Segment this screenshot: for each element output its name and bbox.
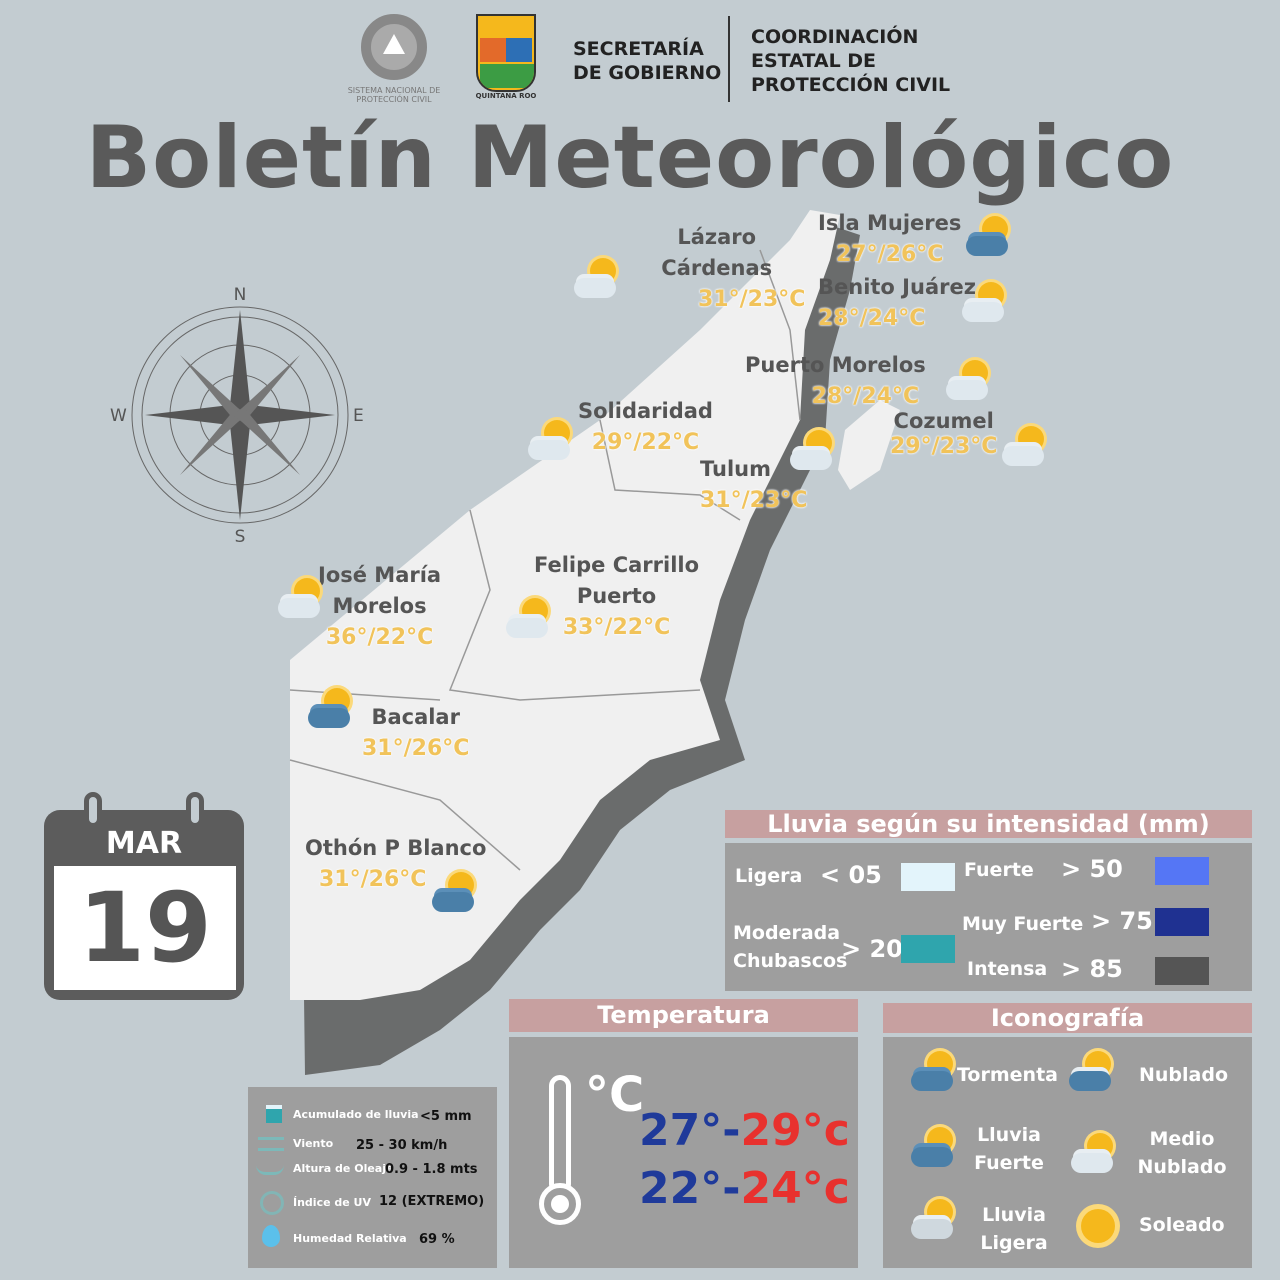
- wind-icon: [258, 1137, 284, 1151]
- swatch-intensa: [1155, 957, 1209, 985]
- compass-north: N: [234, 285, 247, 305]
- compass-rose-icon: N S W E: [110, 285, 364, 547]
- city-othon-p-blanco: Othón P Blanco 31°/26°C: [305, 836, 487, 892]
- compass-west: W: [110, 406, 127, 426]
- rain-gauge-icon: [266, 1105, 282, 1123]
- partly-cloudy-icon: [944, 358, 996, 402]
- calendar-month: MAR: [105, 826, 183, 861]
- city-cozumel: Cozumel 29°/23°C: [890, 409, 998, 459]
- compass-east: E: [353, 406, 364, 426]
- temp-range-max: 27°-29°c: [639, 1105, 850, 1156]
- partly-cloudy-icon: [276, 576, 328, 620]
- snpc-logo: SISTEMA NACIONAL DE PROTECCIÓN CIVIL: [336, 14, 452, 106]
- city-solidaridad: Solidaridad 29°/22°C: [578, 399, 713, 455]
- storm-icon: [909, 1049, 961, 1093]
- rain-legend: Ligera < 05 Moderada Chubascos > 20 Fuer…: [725, 843, 1252, 991]
- city-bacalar: Bacalar 31°/26°C: [362, 705, 470, 761]
- droplet-icon: [262, 1225, 280, 1247]
- partly-cloudy-icon: [788, 428, 840, 472]
- uv-icon: [260, 1191, 284, 1215]
- calendar-day: 19: [78, 872, 212, 984]
- city-tulum: Tulum 31°/23°C: [700, 457, 808, 513]
- wave-icon: [256, 1163, 284, 1175]
- heavy-rain-icon: [909, 1125, 961, 1169]
- light-rain-icon: [909, 1197, 961, 1241]
- storm-icon: [964, 214, 1016, 258]
- city-isla-mujeres: Isla Mujeres 27°/26°C: [818, 211, 962, 267]
- partly-cloudy-icon: [504, 596, 556, 640]
- thermometer-icon: [539, 1075, 581, 1231]
- iconography-title: Iconografía: [883, 1003, 1252, 1033]
- secretaria-text: SECRETARÍA DE GOBIERNO: [573, 38, 722, 84]
- temperature-panel: °C 27°-29°c 22°-24°c: [509, 1037, 858, 1268]
- celsius-symbol: °C: [585, 1067, 645, 1123]
- storm-icon: [430, 870, 482, 914]
- temp-range-min: 22°-24°c: [639, 1163, 850, 1214]
- sunny-icon: [1081, 1209, 1115, 1243]
- swatch-moderada: [901, 935, 955, 963]
- partly-cloudy-icon: [960, 280, 1012, 324]
- compass-south: S: [235, 527, 246, 547]
- map-cozumel: [838, 400, 900, 490]
- temperature-title: Temperatura: [509, 999, 858, 1032]
- rain-legend-title: Lluvia según su intensidad (mm): [725, 810, 1252, 838]
- partly-cloudy-icon: [1000, 424, 1052, 468]
- partly-cloudy-icon: [572, 256, 624, 300]
- divider: [728, 16, 730, 102]
- partly-cloudy-icon: [1069, 1131, 1121, 1175]
- coordinacion-text: COORDINACIÓN ESTATAL DE PROTECCIÓN CIVIL: [751, 26, 951, 96]
- calendar-date: MAR 19: [44, 792, 244, 1000]
- partly-cloudy-icon: [526, 418, 578, 462]
- city-jose-maria-morelos: José María Morelos 36°/22°C: [318, 563, 442, 650]
- quintana-roo-shield-logo: QUINTANA ROO: [474, 14, 538, 106]
- iconography-panel: Tormenta Nublado Lluvia Fuerte Medio Nub…: [883, 1037, 1252, 1268]
- page-title: Boletín Meteorológico: [85, 108, 1175, 208]
- city-felipe-carrillo-puerto: Felipe Carrillo Puerto 33°/22°C: [534, 553, 700, 640]
- city-puerto-morelos: Puerto Morelos 28°/24°C: [745, 353, 926, 409]
- cloudy-icon: [1067, 1049, 1119, 1093]
- swatch-ligera: [901, 863, 955, 891]
- storm-icon: [306, 686, 358, 730]
- swatch-fuerte: [1155, 857, 1209, 885]
- city-benito-juarez: Benito Juárez 28°/24°C: [818, 275, 976, 331]
- city-lazaro-cardenas: Lázaro Cárdenas 31°/23°C: [661, 225, 806, 312]
- swatch-muy-fuerte: [1155, 908, 1209, 936]
- map-state: [290, 210, 840, 1000]
- conditions-box: Acumulado de lluvia <5 mm Viento 25 - 30 k…: [248, 1087, 497, 1268]
